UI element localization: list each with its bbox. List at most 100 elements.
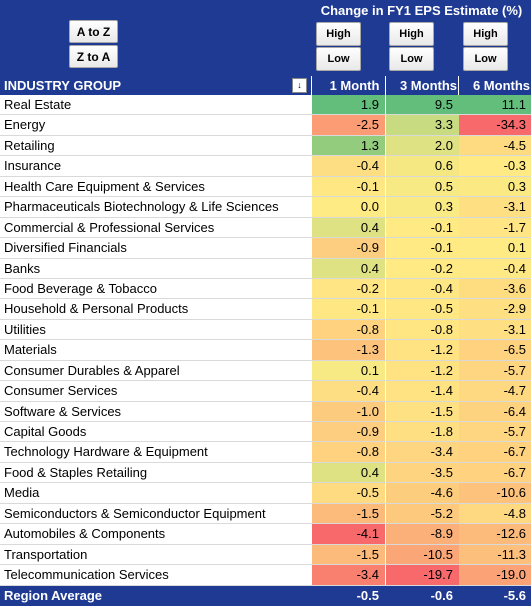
months3-value: -10.5 bbox=[386, 544, 459, 565]
months6-value: -5.7 bbox=[459, 422, 531, 442]
table-row: Commercial & Professional Services 0.4 -0.… bbox=[0, 217, 531, 239]
industry-group-name: Retailing bbox=[4, 137, 55, 153]
months3-header: 3 Months bbox=[399, 78, 458, 93]
table-row: Technology Hardware & Equipment -0.8 -3.4-… bbox=[0, 442, 531, 463]
months3-value: 0.3 bbox=[386, 197, 459, 218]
table-row: Automobiles & Components -4.1 -8.9 -12.6 bbox=[0, 524, 531, 545]
month1-value: -1.3 bbox=[312, 340, 385, 361]
months6-value: 0.3 bbox=[459, 176, 531, 197]
month1-value: -1.5 bbox=[312, 503, 385, 524]
months6-value: -11.3 bbox=[459, 544, 531, 565]
table-row: Utilities -0.8 -0.8 -3.1 bbox=[0, 319, 531, 341]
months3-low-button[interactable]: Low bbox=[389, 47, 434, 71]
table-row: Diversified Financials -0.9 -0.1 0.1 bbox=[0, 238, 531, 259]
region-average-row: Region Average -0.5 -0.6 -5.6 bbox=[0, 586, 531, 606]
month1-value: 0.1 bbox=[312, 360, 385, 381]
month1-value: -1.0 bbox=[312, 401, 385, 422]
table-row: Consumer Durables & Apparel 0.1 -1.2 -5.7 bbox=[0, 360, 531, 382]
month1-value: -0.1 bbox=[312, 176, 385, 197]
table-header: A to Z Z to A Change in FY1 EPS Estimate… bbox=[0, 0, 531, 77]
months6-value: -6.7 bbox=[459, 442, 531, 463]
sort-a-to-z-button[interactable]: A to Z bbox=[69, 20, 118, 43]
months6-value: -4.5 bbox=[459, 135, 531, 156]
row-divider bbox=[0, 441, 531, 443]
industry-group-name: Insurance bbox=[4, 158, 62, 174]
row-divider bbox=[0, 257, 531, 259]
industry-group-name: Diversified Financials bbox=[4, 240, 127, 256]
table-row: Telecommunication Services -3.4 -19.7 -19.0 bbox=[0, 565, 531, 586]
table-row: Household & Personal Products -0.1 -0.5 -2.… bbox=[0, 299, 531, 320]
region-average-month1: -0.5 bbox=[356, 588, 379, 603]
month1-value: -1.5 bbox=[312, 544, 385, 565]
row-divider bbox=[0, 564, 531, 566]
row-divider bbox=[0, 134, 531, 136]
months3-value: -1.2 bbox=[386, 340, 459, 361]
month1-value: 0.4 bbox=[312, 462, 385, 483]
row-divider bbox=[0, 400, 531, 402]
sort-z-to-a-button[interactable]: Z to A bbox=[69, 45, 118, 68]
months6-value: -3.1 bbox=[459, 197, 531, 218]
months3-value: -0.2 bbox=[386, 258, 459, 279]
month1-value: -0.9 bbox=[312, 422, 385, 442]
months6-value: -6.4 bbox=[459, 401, 531, 422]
row-divider bbox=[0, 196, 531, 198]
months6-high-button[interactable]: High bbox=[463, 22, 508, 46]
months3-value: -1.8 bbox=[386, 422, 459, 442]
column-divider bbox=[385, 76, 386, 95]
months3-value: 0.5 bbox=[386, 176, 459, 197]
change-title: Change in FY1 EPS Estimate (%) bbox=[320, 3, 523, 18]
industry-group-name: Commercial & Professional Services bbox=[4, 219, 215, 235]
months3-value: -1.5 bbox=[386, 401, 459, 422]
months6-header: 6 Months bbox=[472, 78, 531, 93]
months3-value: -4.6 bbox=[386, 483, 459, 504]
months6-value: -6.7 bbox=[459, 462, 531, 483]
industry-group-name: Health Care Equipment & Services bbox=[4, 178, 205, 194]
industry-group-name: Real Estate bbox=[4, 97, 72, 112]
industry-group-name: Technology Hardware & Equipment bbox=[4, 444, 208, 460]
column-header-row: INDUSTRY GROUP ↓ 1 Month 3 Months 6 Mont… bbox=[0, 76, 531, 95]
table-row: Pharmaceuticals Biotechnology & Life Sci… bbox=[0, 197, 531, 218]
table-row: Real Estate 1.9 9.5 11.1 bbox=[0, 95, 531, 116]
row-divider bbox=[0, 502, 531, 504]
month1-high-button[interactable]: High bbox=[316, 22, 361, 46]
months3-value: -1.2 bbox=[386, 360, 459, 381]
months3-value: 0.6 bbox=[386, 156, 459, 177]
months3-value: -5.2 bbox=[386, 503, 459, 524]
industry-group-name: Consumer Durables & Apparel bbox=[4, 362, 180, 378]
region-average-months6: -5.6 bbox=[503, 588, 526, 603]
months6-value: -5.7 bbox=[459, 360, 531, 381]
months6-value: 0.1 bbox=[459, 238, 531, 259]
months6-value: -4.7 bbox=[459, 381, 531, 402]
column-divider bbox=[311, 76, 312, 95]
months6-value: 11.1 bbox=[459, 95, 531, 115]
industry-group-name: Capital Goods bbox=[4, 424, 87, 439]
industry-group-name: Telecommunication Services bbox=[4, 567, 169, 583]
table-row: Capital Goods -0.9 -1.8 -5.7 bbox=[0, 422, 531, 443]
months6-value: -34.3 bbox=[459, 115, 531, 136]
months6-low-button[interactable]: Low bbox=[463, 47, 508, 71]
months6-value: -2.9 bbox=[459, 299, 531, 320]
row-divider bbox=[0, 482, 531, 484]
months3-value: -8.9 bbox=[386, 524, 459, 545]
month1-value: 0.4 bbox=[312, 258, 385, 279]
row-divider bbox=[0, 523, 531, 525]
month1-value: -0.8 bbox=[312, 442, 385, 463]
filter-dropdown-icon[interactable]: ↓ bbox=[292, 78, 307, 93]
industry-group-name: Utilities bbox=[4, 321, 46, 337]
months3-value: 2.0 bbox=[386, 135, 459, 156]
month1-low-button[interactable]: Low bbox=[316, 47, 361, 71]
month1-value: 1.9 bbox=[312, 95, 385, 115]
industry-group-name: Software & Services bbox=[4, 403, 122, 419]
industry-group-name: Semiconductors & Semiconductor Equipment bbox=[4, 505, 266, 521]
industry-group-name: Banks bbox=[4, 260, 41, 276]
months6-value: -3.1 bbox=[459, 319, 531, 340]
month1-value: -4.1 bbox=[312, 524, 385, 545]
months6-value: -4.8 bbox=[459, 503, 531, 524]
row-divider bbox=[0, 237, 531, 239]
months3-high-button[interactable]: High bbox=[389, 22, 434, 46]
month1-value: -0.2 bbox=[312, 278, 385, 299]
months3-value: -0.4 bbox=[386, 278, 459, 299]
industry-group-name: Transportation bbox=[4, 546, 88, 562]
month1-value: 0.4 bbox=[312, 217, 385, 238]
table-row: Media -0.5 -4.6 -10.6 bbox=[0, 483, 531, 504]
